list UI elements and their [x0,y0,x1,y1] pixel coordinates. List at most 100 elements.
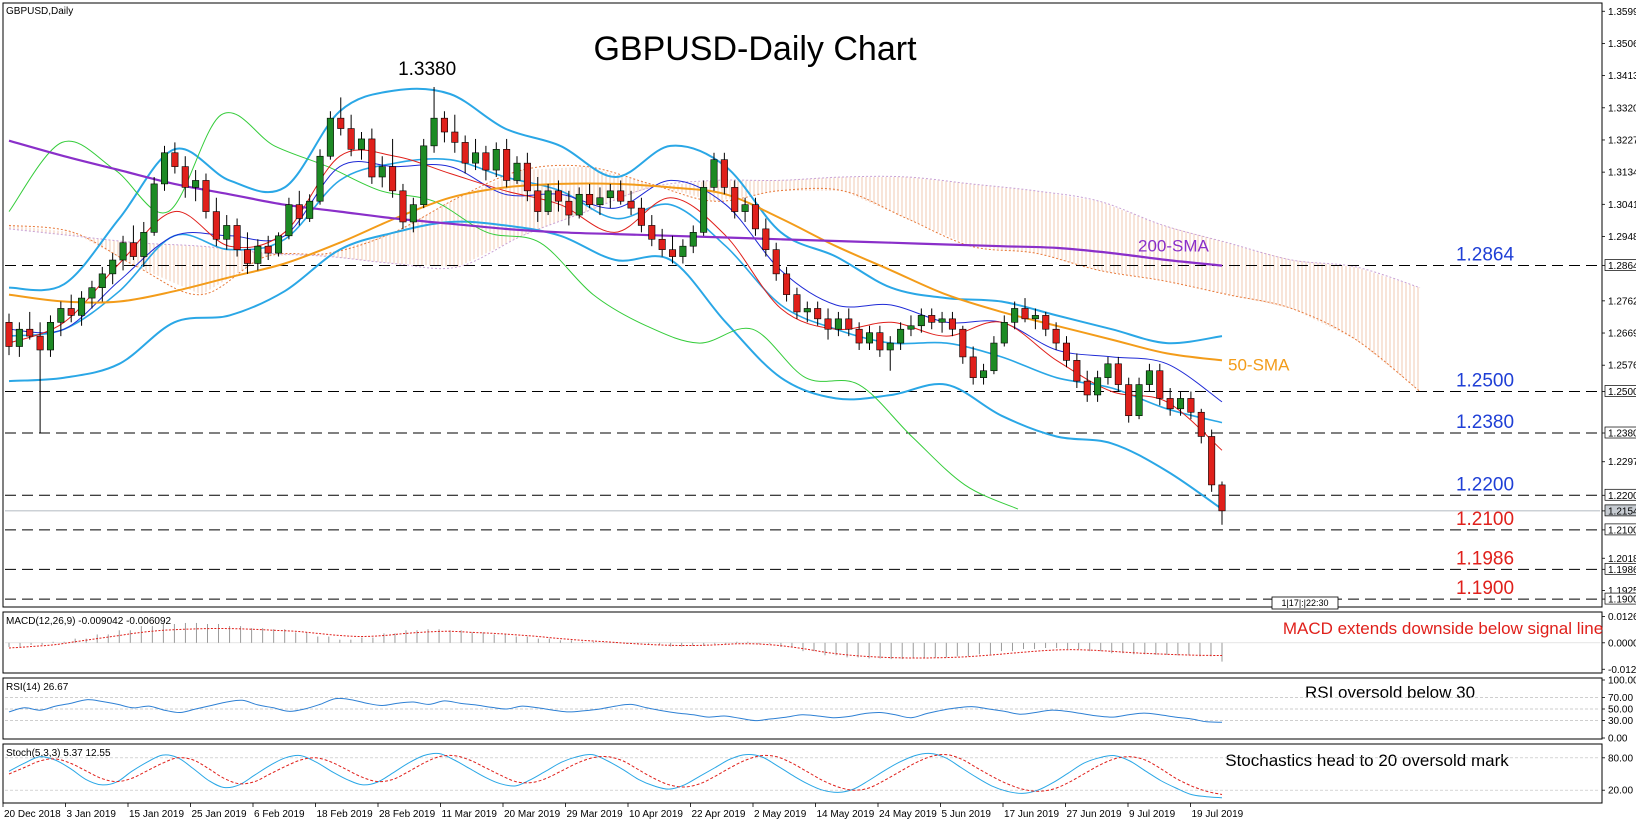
candle-body [990,342,998,372]
candle [243,232,251,274]
stochastic-panel: Stoch(5,3,3) 5.37 12.55 Stochastics head… [2,743,1633,804]
candle [669,235,677,264]
candle-body [772,249,780,275]
candle [907,315,915,337]
candle [948,311,956,337]
candle [368,128,376,184]
candle [731,180,739,219]
candle-body [720,159,728,188]
candle [492,142,500,177]
rsi-label: RSI(14) 26.67 [6,682,69,693]
candle [824,308,832,340]
candle [575,187,583,219]
date-tick-label: 29 Mar 2019 [567,809,624,820]
candle [523,152,531,202]
level-label: 1.2380 [1456,412,1514,433]
candle [928,308,936,330]
countdown-box: 1|17|:|22:30 [1271,596,1339,610]
candle-body [46,321,54,351]
candle [658,228,666,257]
date-tick-label: 14 May 2019 [817,809,875,820]
candle [202,173,210,219]
candle-body [586,193,594,205]
candle-body [865,332,874,344]
rsi-tick-label: 50.00 [1608,705,1633,716]
bollinger-upper-line [8,87,1223,345]
candle [990,336,998,375]
candle [223,215,231,250]
date-tick-label: 25 Jan 2019 [192,809,247,820]
candle [897,322,905,350]
candle [5,313,13,356]
candle [357,132,366,160]
countdown-text: 1|17|:|22:30 [1281,598,1328,608]
candle [793,287,801,319]
level-label: 1.2500 [1456,370,1514,391]
candle [534,176,542,222]
candle-body [389,166,397,192]
candles [5,87,1226,525]
candle-body [1062,342,1071,361]
candle-body [1156,370,1164,399]
rsi-annotation: RSI oversold below 30 [1305,683,1475,702]
macd-panel: MACD(12,26,9) -0.009042 -0.006092 MACD e… [2,611,1636,676]
price-tick-label: 1.19860 [1608,565,1636,576]
rsi-line [8,697,1223,723]
candle-body [575,193,583,216]
candle [834,311,842,337]
price-tag-box [1604,488,1636,501]
price-tag-box [1604,259,1636,271]
bollinger-mid-line [8,157,1223,424]
candle-body [212,211,220,240]
candle-body [959,328,967,358]
candle [565,190,573,226]
candle [26,311,34,340]
date-tick-label: 28 Feb 2019 [379,809,436,820]
candle [36,322,44,434]
candle [129,225,137,261]
bollinger-lower-line [8,220,1223,510]
candle-body [803,308,811,313]
candle [389,138,397,198]
candle-body [5,321,13,347]
chikou-line [8,112,1019,510]
candle-body [430,117,438,147]
candle-body [710,159,718,188]
rsi-tick-label: 30.00 [1608,716,1633,727]
candle [399,183,407,229]
candle [275,232,283,257]
price-tick-label: 1.34130 [1608,71,1636,82]
candle-body [160,152,169,185]
candle [430,87,438,153]
stoch-panel-frame [2,743,1603,804]
candle-body [751,204,759,230]
date-tick-label: 20 Mar 2019 [504,809,561,820]
candle-body [637,207,645,226]
candle-body [98,273,106,289]
level-label: 1.2100 [1456,509,1514,530]
candle [741,197,749,222]
candle [316,149,324,205]
date-tick-label: 11 Mar 2019 [442,809,498,820]
candle-body [264,245,272,254]
candle-body [254,245,262,264]
price-tag-box [1604,523,1636,536]
candle [855,322,863,350]
candle-body [523,162,531,192]
candle-body [295,204,303,219]
candle [1114,356,1122,392]
level-label: 1.2864 [1456,245,1515,266]
countdown-frame [1271,596,1339,610]
price-tick-label: 1.35990 [1608,7,1636,18]
candle [264,235,272,261]
candle-body [337,117,345,129]
main-price-panel: GBPUSD,Daily GBPUSD-Daily Chart 1.359901… [2,2,1636,610]
candle [1135,377,1143,420]
candle-body [917,315,925,327]
candle-body [1197,411,1205,437]
date-tick-label: 19 Jul 2019 [1192,809,1244,820]
candle [160,145,169,191]
candle [337,97,345,136]
candle [78,291,86,326]
